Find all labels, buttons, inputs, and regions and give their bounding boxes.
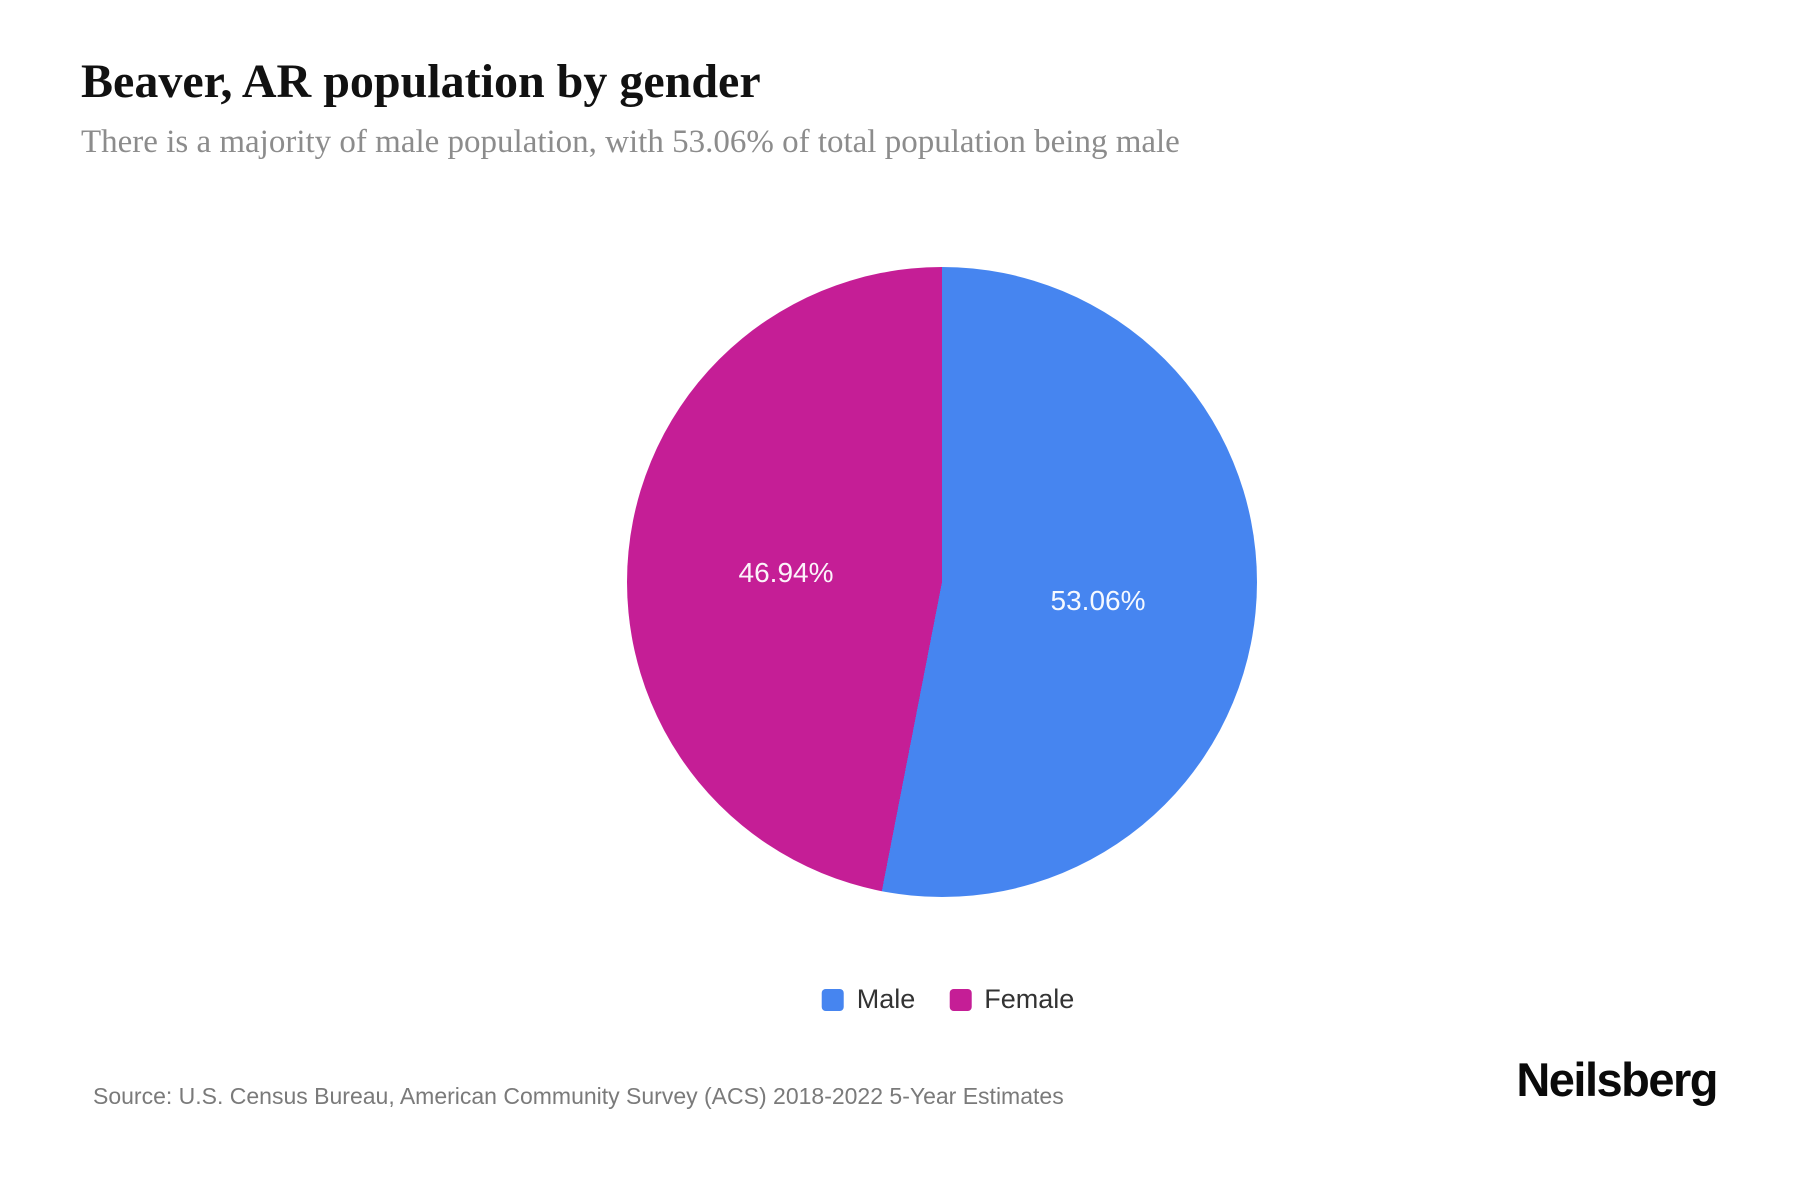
slice-label-female: 46.94% (738, 557, 834, 588)
slice-label-male: 53.06% (1050, 585, 1146, 616)
chart-subtitle: There is a majority of male population, … (81, 124, 1180, 160)
source-attribution: Source: U.S. Census Bureau, American Com… (93, 1083, 1064, 1109)
legend-label-female: Female (984, 984, 1075, 1014)
female-legend-swatch-icon (949, 988, 972, 1011)
legend-item-male[interactable]: Male (821, 984, 916, 1015)
pie-slices[interactable] (627, 267, 1257, 897)
legend-item-female[interactable]: Female (949, 984, 1074, 1015)
pie-chart: 53.06% 46.94% (627, 267, 1257, 897)
male-legend-swatch-icon (821, 988, 844, 1011)
legend-label-male: Male (856, 984, 916, 1014)
legend: Male Female (821, 984, 1074, 1015)
page-title: Beaver, AR population by gender (81, 55, 761, 108)
neilsberg-logo: Neilsberg (1516, 1053, 1718, 1106)
